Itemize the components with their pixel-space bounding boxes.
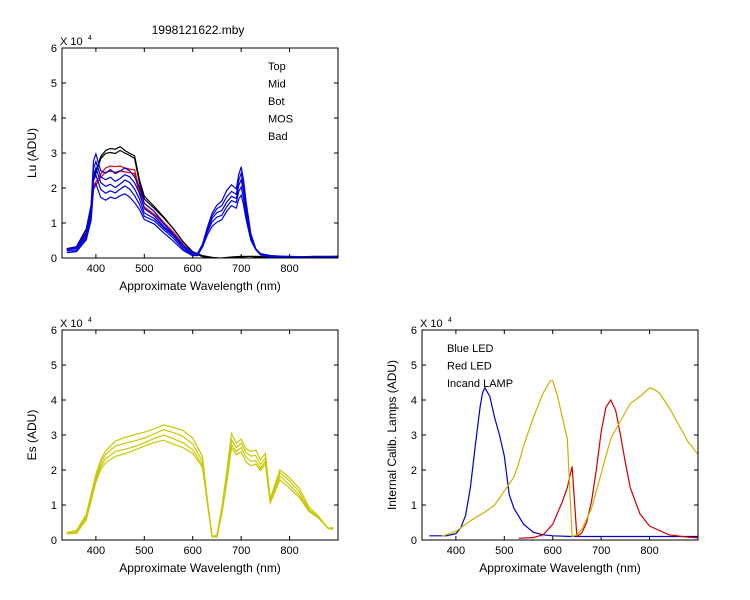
x-axis-label: Approximate Wavelength (nm)	[119, 279, 281, 293]
y-tick-label: 1	[411, 500, 417, 512]
x-tick-label: 600	[544, 545, 562, 557]
chart-es: 0 1 2 3 4 5 6 400 500 600 700 800 X 10 4 Approximate W…	[25, 317, 339, 575]
series-line-mos-0	[66, 152, 338, 258]
series-group	[429, 380, 698, 539]
x-axis-label: Approximate Wavelength (nm)	[479, 561, 641, 575]
series-group	[66, 145, 338, 258]
y-tick-label: 6	[51, 43, 57, 55]
legend-entry-red-led: Red LED	[447, 361, 492, 373]
x-tick-label: 700	[592, 545, 610, 557]
y-tick-label: 5	[51, 360, 57, 372]
series-line-es-2	[66, 434, 334, 537]
legend-entry-mid: Mid	[268, 79, 286, 91]
plot-frame	[61, 329, 339, 541]
series-line-incand-lamp-0	[441, 380, 698, 538]
series-line-blue-led-0	[429, 386, 698, 538]
y-tick-label: 4	[51, 395, 57, 407]
legend-entry-blue-led: Blue LED	[447, 343, 494, 355]
x-tick-label: 400	[447, 545, 465, 557]
x-tick-label: 500	[135, 545, 153, 557]
y-tick-label: 1	[51, 218, 57, 230]
y-tick-label: 6	[411, 325, 417, 337]
series-line-red-led-0	[518, 398, 698, 539]
series-line-es-0	[66, 424, 334, 538]
series-group	[66, 424, 334, 539]
y-tick-label: 5	[411, 360, 417, 372]
x-tick-label: 800	[280, 263, 298, 275]
legend-entry-incand-lamp: Incand LAMP	[447, 378, 513, 390]
legend-entry-bot: Bot	[268, 96, 285, 108]
series-line-top-0	[66, 145, 338, 258]
x-axis-label: Approximate Wavelength (nm)	[119, 561, 281, 575]
legend-entry-bad: Bad	[268, 131, 288, 143]
y-exponent-label: X 10	[60, 36, 83, 48]
y-exponent-sup: 4	[448, 317, 452, 324]
x-tick-label: 500	[135, 263, 153, 275]
y-tick-label: 0	[51, 253, 57, 265]
x-tick-label: 600	[184, 545, 202, 557]
series-line-es-3	[66, 439, 334, 539]
y-tick-label: 4	[411, 395, 417, 407]
y-tick-label: 6	[51, 325, 57, 337]
y-exponent-label: X 10	[60, 318, 83, 330]
x-tick-label: 400	[87, 545, 105, 557]
y-tick-label: 2	[51, 183, 57, 195]
y-tick-label: 0	[51, 535, 57, 547]
x-tick-label: 600	[184, 263, 202, 275]
y-tick-label: 3	[51, 430, 57, 442]
x-tick-label: 800	[640, 545, 658, 557]
y-axis-label: Lu (ADU)	[25, 128, 39, 178]
series-line-mos-2	[66, 166, 338, 258]
y-axis-label: Internal Calib. Lamps (ADU)	[385, 360, 399, 510]
y-exponent-label: X 10	[420, 318, 443, 330]
chart-lamps: 0 1 2 3 4 5 6 400 500 600 700 800 X 10 4 Approximate W…	[385, 317, 699, 575]
y-tick-label: 0	[411, 535, 417, 547]
y-tick-label: 3	[411, 430, 417, 442]
x-tick-label: 800	[280, 545, 298, 557]
series-line-es-1	[66, 429, 334, 537]
chart-lu: 0 1 2 3 4 5 6 400 500 600 700 800 X 10 4 Approximate W…	[25, 35, 339, 293]
x-tick-label: 700	[232, 263, 250, 275]
y-tick-label: 2	[51, 465, 57, 477]
x-tick-label: 400	[87, 263, 105, 275]
y-tick-label: 1	[51, 500, 57, 512]
series-line-mos-4	[66, 182, 338, 258]
y-tick-label: 3	[51, 148, 57, 160]
y-tick-label: 2	[411, 465, 417, 477]
y-axis-label: Es (ADU)	[25, 410, 39, 461]
y-exponent-sup: 4	[88, 317, 92, 324]
figure-title: 1998121622.mby	[152, 23, 245, 37]
x-tick-label: 500	[495, 545, 513, 557]
x-tick-label: 700	[232, 545, 250, 557]
y-tick-label: 5	[51, 78, 57, 90]
y-exponent-sup: 4	[88, 35, 92, 42]
legend-entry-mos: MOS	[268, 114, 293, 126]
y-tick-label: 4	[51, 113, 57, 125]
legend-entry-top: Top	[268, 61, 286, 73]
